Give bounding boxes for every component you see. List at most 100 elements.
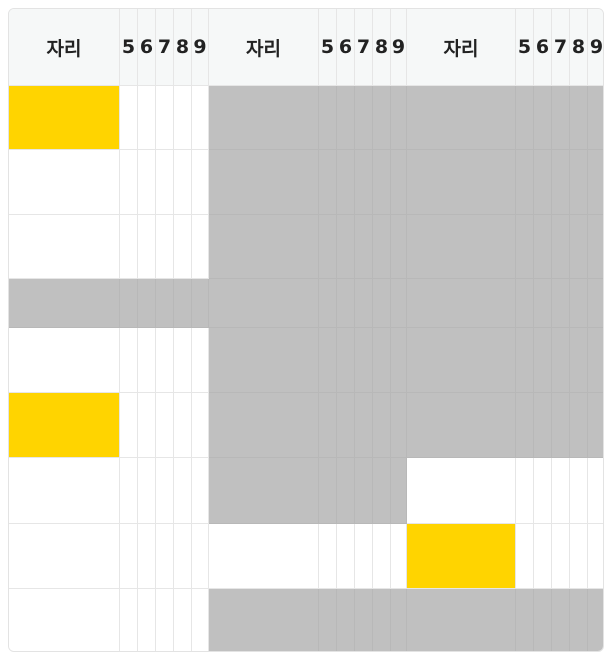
grid-cell-gray: [391, 589, 407, 651]
grid-cell-white: [9, 524, 120, 589]
grid-cell-gray: [570, 86, 588, 150]
grid-cell-white: [120, 589, 138, 651]
grid-cell-gray: [516, 393, 534, 458]
grid-cell-white: [9, 150, 120, 215]
grid-cell-white: [391, 524, 407, 589]
grid-cell-gray: [570, 150, 588, 215]
grid-cell-gray: [570, 328, 588, 393]
grid-cell-gray: [516, 589, 534, 651]
grid-cell-gray: [570, 393, 588, 458]
grid-cell-gray: [407, 150, 516, 215]
column-header-digit: 9: [391, 9, 407, 86]
grid-cell-gray: [552, 393, 570, 458]
grid-cell-gray: [337, 328, 355, 393]
column-header-digit: 8: [570, 9, 588, 86]
grid-cell-yellow: [9, 393, 120, 458]
grid-cell-white: [373, 524, 391, 589]
grid-cell-gray: [337, 458, 355, 524]
column-header-digit: 5: [120, 9, 138, 86]
grid-cell-white: [156, 328, 174, 393]
grid-cell-gray: [552, 215, 570, 279]
grid-cell-gray: [407, 393, 516, 458]
grid-cell-gray: [552, 589, 570, 651]
grid-cell-gray: [570, 215, 588, 279]
grid-cell-gray: [355, 589, 373, 651]
column-header-digit: 6: [337, 9, 355, 86]
grid-cell-white: [138, 458, 156, 524]
grid-cell-gray: [373, 215, 391, 279]
grid-cell-white: [138, 524, 156, 589]
grid-cell-white: [156, 393, 174, 458]
grid-cell-gray: [337, 150, 355, 215]
grid-cell-white: [174, 458, 192, 524]
grid-cell-white: [174, 150, 192, 215]
grid-cell-gray: [120, 279, 138, 328]
grid-cell-yellow: [407, 524, 516, 589]
grid-cell-gray: [391, 328, 407, 393]
grid-cell-white: [9, 328, 120, 393]
grid-cell-gray: [373, 328, 391, 393]
grid-cell-gray: [209, 458, 319, 524]
grid-cell-white: [192, 328, 209, 393]
column-header-digit: 9: [588, 9, 603, 86]
grid-cell-white: [174, 589, 192, 651]
grid-cell-gray: [407, 328, 516, 393]
grid-cell-gray: [209, 328, 319, 393]
grid-cell-white: [552, 458, 570, 524]
digit-grid-table: 자리 5 6 7 8 9 자리 5 6 7 8 9 자리 5 6 7 8 9: [8, 8, 604, 652]
grid-cell-white: [588, 524, 603, 589]
grid-cell-gray: [209, 150, 319, 215]
grid-cell-gray: [534, 215, 552, 279]
grid-cell-white: [534, 458, 552, 524]
grid-cell-gray: [391, 215, 407, 279]
grid-cell-gray: [407, 86, 516, 150]
grid-cell-gray: [9, 279, 120, 328]
grid-cell-gray: [373, 86, 391, 150]
grid-cell-gray: [319, 393, 337, 458]
grid-cell-gray: [516, 86, 534, 150]
grid-cell-gray: [534, 589, 552, 651]
grid-cell-gray: [391, 86, 407, 150]
grid-cell-gray: [355, 215, 373, 279]
column-header-digit: 5: [516, 9, 534, 86]
grid-body: 자리 5 6 7 8 9 자리 5 6 7 8 9 자리 5 6 7 8 9: [9, 9, 603, 651]
grid-cell-gray: [588, 86, 603, 150]
grid-cell-gray: [355, 86, 373, 150]
grid-cell-gray: [534, 279, 552, 328]
grid-cell-white: [355, 524, 373, 589]
grid-cell-white: [156, 86, 174, 150]
grid-cell-gray: [319, 86, 337, 150]
grid-cell-gray: [570, 279, 588, 328]
grid-cell-white: [120, 393, 138, 458]
grid-cell-gray: [588, 393, 603, 458]
grid-cell-gray: [534, 393, 552, 458]
grid-cell-white: [156, 150, 174, 215]
grid-cell-white: [174, 86, 192, 150]
grid-cell-gray: [534, 328, 552, 393]
column-header-digit: 5: [319, 9, 337, 86]
grid-cell-gray: [588, 589, 603, 651]
grid-cell-white: [120, 458, 138, 524]
grid-cell-gray: [516, 328, 534, 393]
grid-cell-white: [192, 86, 209, 150]
grid-cell-gray: [319, 215, 337, 279]
grid-cell-gray: [355, 150, 373, 215]
column-header-digit: 6: [138, 9, 156, 86]
grid-cell-gray: [516, 279, 534, 328]
grid-cell-white: [516, 524, 534, 589]
grid-cell-white: [120, 215, 138, 279]
grid-cell-gray: [209, 86, 319, 150]
grid-cell-white: [174, 215, 192, 279]
grid-cell-gray: [209, 589, 319, 651]
grid-cell-gray: [534, 150, 552, 215]
column-header-digit: 8: [373, 9, 391, 86]
grid-cell-white: [570, 458, 588, 524]
grid-cell-white: [156, 215, 174, 279]
column-header-digit: 7: [355, 9, 373, 86]
grid-cell-gray: [391, 279, 407, 328]
grid-cell-gray: [355, 328, 373, 393]
grid-cell-white: [534, 524, 552, 589]
grid-cell-white: [192, 393, 209, 458]
grid-cell-white: [156, 458, 174, 524]
grid-cell-white: [174, 524, 192, 589]
